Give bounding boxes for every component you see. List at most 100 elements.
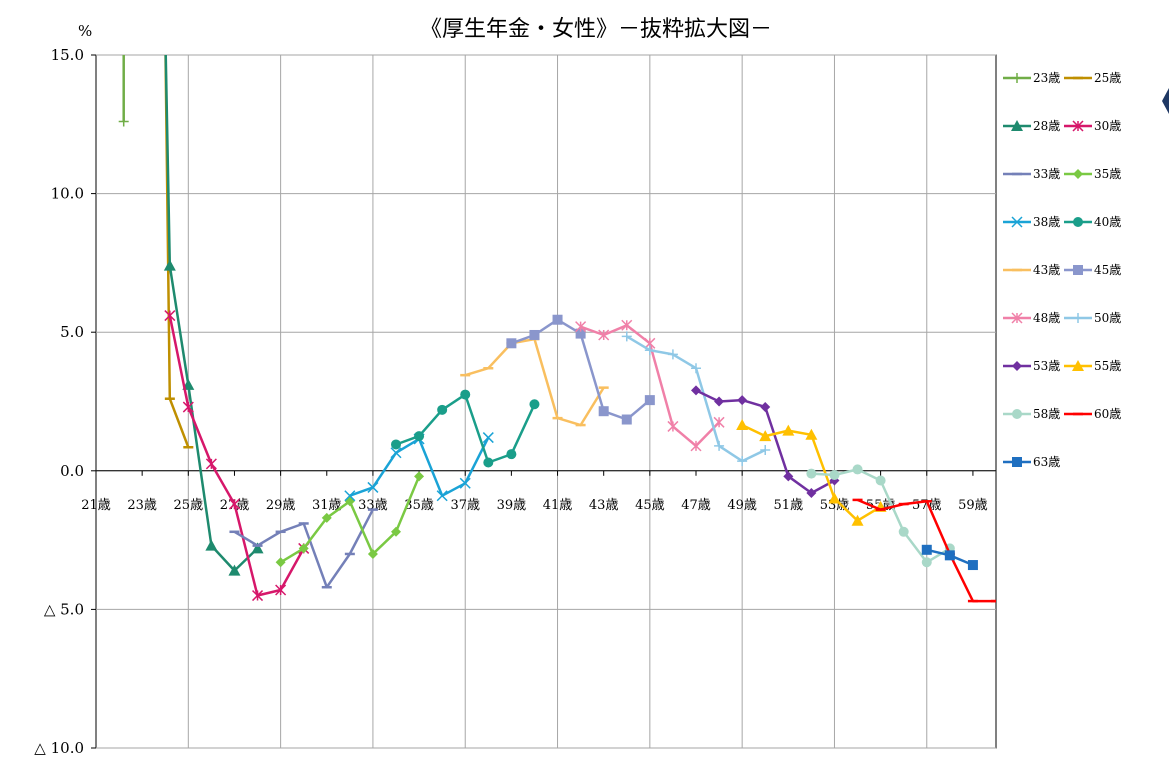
data-point [644,345,655,356]
legend-label: 33歳 [1033,167,1060,181]
x-tick-label: 47歳 [681,498,711,513]
x-tick-label: 45歳 [635,498,665,513]
x-tick-label: 39歳 [497,498,527,513]
x-tick-label: 53歳 [820,498,850,513]
data-point [829,469,840,480]
data-point [575,328,586,339]
chevron-left-icon[interactable] [1162,88,1169,114]
data-point [367,548,378,559]
data-point [437,404,448,415]
data-point [344,490,356,502]
x-tick-label: 37歳 [450,498,480,513]
data-point [1011,312,1023,324]
y-tick-label: △ 10.0 [34,739,84,757]
legend-label: 38歳 [1033,215,1060,229]
legend-item: 35歳 [1064,167,1121,181]
data-point [205,458,217,470]
data-point [391,439,401,450]
legend-label: 23歳 [1033,71,1060,85]
series-33歳 [229,508,378,589]
legend-item: 30歳 [1064,119,1121,133]
data-point [275,584,287,596]
x-tick-label: 59歳 [958,498,988,513]
data-point [644,395,655,406]
data-point [921,557,932,568]
data-point [806,468,817,479]
data-point [275,557,286,568]
data-point [182,401,194,413]
series-40歳 [391,389,540,468]
legend-label: 58歳 [1033,407,1060,421]
legend-item: 33歳 [1003,167,1060,181]
legend-item: 50歳 [1064,311,1121,325]
data-point [1011,216,1023,228]
data-point [714,440,725,451]
x-tick-label: 21歳 [81,498,111,513]
data-point [737,395,748,406]
data-point [851,514,864,526]
legend-item: 40歳 [1064,215,1121,229]
y-tick-label: 10.0 [51,185,84,203]
data-point [506,449,517,460]
data-point [414,431,425,442]
legend-label: 53歳 [1033,359,1060,373]
data-point [436,490,448,502]
data-point [164,310,176,322]
legend-item: 53歳 [1003,359,1060,373]
data-point [806,487,817,498]
x-tick-label: 41歳 [543,498,573,513]
data-point [483,457,494,468]
legend-item: 38歳 [1003,215,1060,229]
legend-label: 28歳 [1033,119,1060,133]
legend-label: 35歳 [1094,167,1121,181]
data-point [575,321,587,333]
data-point [460,389,471,400]
data-point [163,259,176,271]
data-point [321,512,332,523]
data-point [690,440,702,452]
data-point [1073,313,1083,323]
data-point [621,414,632,425]
y-unit-label: % [78,22,92,40]
data-point [1012,409,1022,419]
data-point [506,338,517,349]
series-48歳 [575,319,725,452]
series-50歳 [621,331,771,467]
data-point [1012,73,1022,83]
legend-item: 45歳 [1064,263,1121,277]
data-point [1073,217,1083,227]
legend-label: 45歳 [1094,263,1121,277]
data-point [298,543,309,554]
data-point [252,590,264,602]
series-63歳 [921,544,978,571]
data-point [205,539,218,551]
legend-label: 48歳 [1033,311,1060,325]
legend-label: 63歳 [1033,455,1060,469]
data-point [390,447,402,459]
data-point [667,420,679,432]
data-point [482,432,494,444]
data-point [1073,169,1083,179]
legend-item: 48歳 [1003,311,1060,325]
x-tick-label: 31歳 [312,498,342,513]
series-group [118,55,996,603]
x-tick-label: 49歳 [727,498,757,513]
data-point [828,492,841,504]
data-point [1073,265,1083,275]
y-tick-label: 0.0 [60,462,84,480]
legend-label: 40歳 [1094,215,1121,229]
data-point [759,430,772,442]
y-tick-label: 15.0 [51,46,84,64]
x-tick-label: 51歳 [774,498,804,513]
legend-item: 58歳 [1003,407,1060,421]
data-point [782,424,795,436]
legend-label: 30歳 [1094,119,1121,133]
series-23歳 [118,55,129,127]
y-tick-label: 5.0 [60,323,84,341]
legend: 23歳 25歳 28歳 30歳 33歳 35歳 38歳 40歳 43歳 45歳 48歳 50歳 53歳 5… [1003,71,1121,469]
data-point [736,419,749,431]
series-30歳 [164,310,310,602]
data-point [598,406,609,417]
data-point [391,526,401,537]
